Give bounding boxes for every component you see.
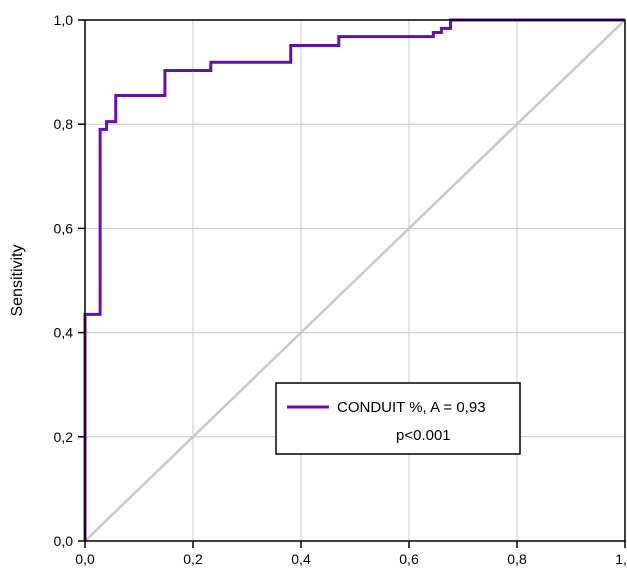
legend-box [275, 382, 521, 455]
legend-p-value: p<0.001 [396, 427, 451, 444]
x-tick-label: 0,4 [291, 551, 311, 567]
x-tick-label: 1,0 [615, 551, 627, 567]
y-tick-label: 0,0 [54, 533, 74, 549]
y-tick-label: 0,6 [54, 220, 74, 236]
x-tick-label: 0,8 [507, 551, 527, 567]
y-tick-label: 1,0 [54, 12, 74, 28]
reference-diagonal-line [84, 19, 626, 542]
plot-frame [84, 19, 626, 542]
y-tick-label: 0,2 [54, 429, 74, 445]
x-tick-label: 0,0 [75, 551, 95, 567]
y-tick-label: 0,8 [54, 116, 74, 132]
x-tick-label: 0,2 [183, 551, 203, 567]
y-tick-label: 0,4 [54, 325, 74, 341]
legend-entry-label: CONDUIT %, A = 0,93 [337, 399, 486, 416]
x-axis-ticks: 0,0 0,2 0,4 0,6 0,8 1,0 [75, 541, 627, 567]
roc-curve-line [83, 18, 625, 541]
y-axis-title: Sensitivity [9, 244, 26, 316]
x-tick-label: 0,6 [399, 551, 419, 567]
legend: CONDUIT %, A = 0,93 p<0.001 [275, 382, 521, 455]
y-axis-ticks: 0,0 0,2 0,4 0,6 0,8 1,0 [54, 12, 85, 549]
